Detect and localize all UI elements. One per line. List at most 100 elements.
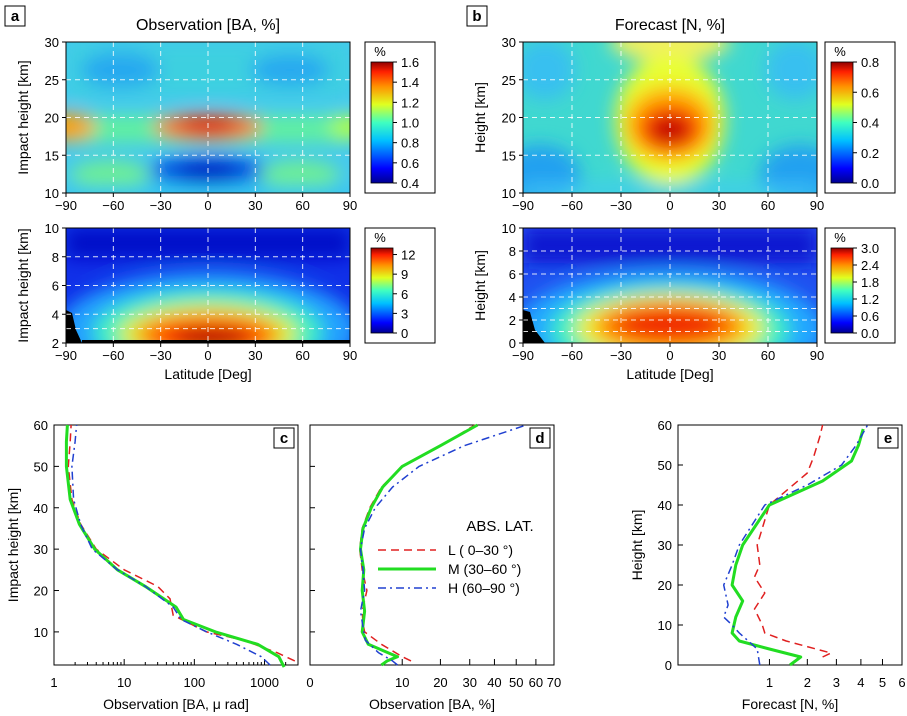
y-tick-label-a-2: 20 [45, 111, 59, 126]
x-tick-label-a-6: 90 [343, 198, 357, 213]
x-tick-label-a-lower-0: −90 [55, 348, 77, 363]
y-tick-label-a-3: 25 [45, 73, 59, 88]
colorbar-tick-label-a-2: 0.8 [401, 136, 419, 151]
panel-label-e: e [884, 430, 892, 447]
x-tick-label-a-5: 60 [295, 198, 309, 213]
x-tick-label-b-lower-6: 90 [810, 348, 824, 363]
panel-label-d-box [529, 427, 551, 449]
colorbar-tick-label-a-5: 1.4 [401, 75, 419, 90]
y-tick-label-b-lower-3: 6 [509, 267, 516, 282]
y-tick-label-b-1: 15 [502, 148, 516, 163]
x-tick-label-b-0: −90 [512, 198, 534, 213]
colorbar-unit-a: % [374, 44, 386, 59]
x-tick-label-a-lower-1: −60 [102, 348, 124, 363]
x-tick-label-b-1: −60 [561, 198, 583, 213]
x-tick-label-e-2: 3 [833, 675, 840, 690]
y-axis-label-a: Impact height [km] [15, 60, 31, 174]
legend-label-H: H (60–90 °) [448, 580, 520, 596]
x-tick-label-c-3: 1000 [250, 675, 279, 690]
x-tick-label-d-6: 60 [529, 675, 543, 690]
series-line-e-M [730, 428, 865, 667]
axes-frame-d [309, 424, 555, 666]
y-tick-label-e-0: 0 [665, 658, 672, 673]
x-tick-label-b-lower-0: −90 [512, 348, 534, 363]
colorbar-tick-label-b-3: 0.6 [861, 85, 879, 100]
x-tick-label-d-7: 70 [547, 675, 561, 690]
legend-label-L: L ( 0–30 °) [448, 542, 513, 558]
panel-label-a-box [4, 5, 26, 27]
y-tick-label-a-4: 30 [45, 35, 59, 50]
x-tick-label-a-lower-3: 0 [204, 348, 211, 363]
y-tick-label-c-1: 10 [34, 625, 48, 640]
y-tick-label-c-3: 30 [34, 542, 48, 557]
y-axis-label-c: Impact height [km] [5, 488, 21, 602]
series-line-d-M [359, 423, 479, 667]
y-axis-label-b: Height [km] [472, 82, 488, 153]
y-tick-label-e-4: 40 [658, 498, 672, 513]
y-tick-label-a-lower-3: 8 [52, 250, 59, 265]
colorbar-a [370, 61, 394, 184]
colorbar-tick-label-a-lower-4: 12 [401, 248, 415, 263]
x-tick-label-b-lower-1: −60 [561, 348, 583, 363]
colorbar-tick-label-b-4: 0.8 [861, 55, 879, 70]
colorbar-tick-label-b-lower-2: 1.2 [861, 292, 879, 307]
y-tick-label-a-1: 15 [45, 148, 59, 163]
panel-label-c: c [280, 430, 288, 447]
legend-title: ABS. LAT. [466, 518, 533, 535]
x-tick-label-a-lower-5: 60 [295, 348, 309, 363]
series-group-d [358, 423, 527, 667]
colorbar-tick-label-a-lower-1: 3 [401, 306, 408, 321]
colorbar-tick-label-b-lower-0: 0.0 [861, 326, 879, 341]
y-tick-label-c-2: 20 [34, 584, 48, 599]
x-tick-label-a-lower-2: −30 [150, 348, 172, 363]
panel-label-a: a [11, 8, 20, 25]
colorbar-unit-a-lower: % [374, 230, 386, 245]
legend-label-M: M (30–60 °) [448, 561, 521, 577]
colorbar-tick-label-b-lower-1: 0.6 [861, 309, 879, 324]
y-tick-label-e-5: 50 [658, 458, 672, 473]
y-tick-label-e-1: 10 [658, 618, 672, 633]
y-tick-label-b-0: 10 [502, 186, 516, 201]
y-axis-label-e: Height [km] [629, 510, 645, 581]
x-tick-label-d-3: 30 [463, 675, 477, 690]
series-group-e [722, 424, 869, 667]
x-tick-label-c-0: 1 [50, 675, 57, 690]
x-tick-label-b-lower-2: −30 [610, 348, 632, 363]
y-tick-label-e-2: 20 [658, 578, 672, 593]
colorbar-b-lower [830, 247, 854, 334]
x-tick-label-b-lower-3: 0 [666, 348, 673, 363]
x-tick-label-e-0: 1 [766, 675, 773, 690]
x-tick-label-c-2: 100 [183, 675, 205, 690]
x-tick-label-d-1: 10 [395, 675, 409, 690]
colorbar-b [830, 61, 854, 184]
y-tick-label-a-lower-2: 6 [52, 279, 59, 294]
x-tick-label-a-1: −60 [102, 198, 124, 213]
x-tick-label-b-2: −30 [610, 198, 632, 213]
panel-label-b: b [472, 8, 481, 25]
colorbar-tick-label-b-2: 0.4 [861, 116, 879, 131]
series-line-c-H [71, 424, 271, 666]
x-tick-label-a-0: −90 [55, 198, 77, 213]
colorbar-tick-label-b-0: 0.0 [861, 176, 879, 191]
y-tick-label-b-2: 20 [502, 111, 516, 126]
series-line-e-L [753, 424, 832, 658]
y-tick-label-a-0: 10 [45, 186, 59, 201]
x-tick-label-a-4: 30 [248, 198, 262, 213]
axes-frame-e [677, 424, 903, 666]
x-axis-label-a-lower: Latitude [Deg] [164, 366, 251, 382]
y-tick-label-c-5: 50 [34, 459, 48, 474]
x-tick-label-a-2: −30 [150, 198, 172, 213]
colorbar-unit-b: % [834, 44, 846, 59]
colorbar-tick-label-a-lower-3: 9 [401, 267, 408, 282]
colorbar-tick-label-b-lower-4: 2.4 [861, 258, 879, 273]
x-tick-label-b-4: 30 [712, 198, 726, 213]
panel-a-upper-heatmap [66, 42, 350, 193]
panel-label-b-box [466, 5, 488, 27]
panel-a-lower-heatmap [66, 228, 350, 343]
panel-a-title: Observation [BA, %] [136, 17, 280, 34]
x-axis-label-d: Observation [BA, %] [369, 696, 495, 712]
x-tick-label-d-5: 50 [509, 675, 523, 690]
series-group-c [64, 424, 296, 668]
colorbar-tick-label-a-6: 1.6 [401, 55, 419, 70]
y-axis-label-a-lower: Impact height [km] [15, 228, 31, 342]
